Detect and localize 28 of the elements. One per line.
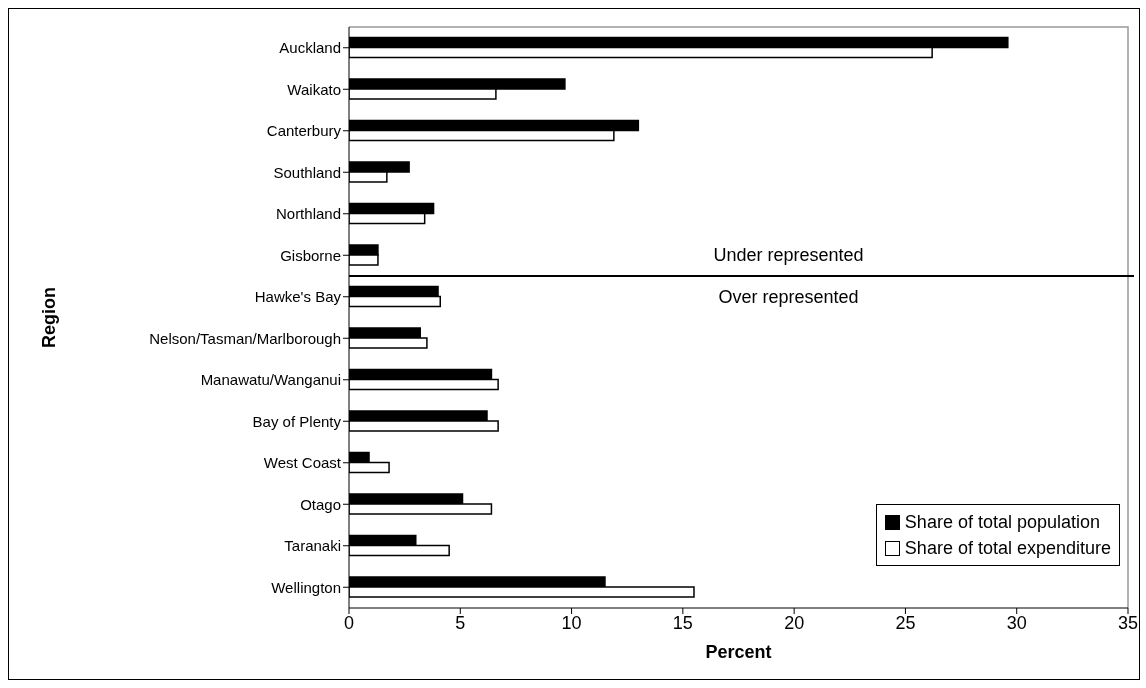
- legend-label: Share of total expenditure: [904, 537, 1111, 560]
- x-tick-label: 20: [784, 612, 805, 633]
- y-tick-label: Otago: [300, 495, 341, 513]
- y-axis-title: Region: [39, 287, 60, 348]
- y-tick-label: Bay of Plenty: [252, 412, 342, 430]
- x-tick-label: 10: [561, 612, 582, 633]
- y-tick-label: Waikato: [287, 80, 341, 98]
- x-tick-label: 25: [895, 612, 916, 633]
- y-tick-label: Southland: [273, 163, 341, 181]
- y-tick-label: Auckland: [279, 39, 341, 57]
- annotation: Over represented: [718, 286, 859, 307]
- x-tick-label: 15: [672, 612, 693, 633]
- y-tick-label: West Coast: [263, 454, 342, 472]
- y-tick-label: Manawatu/Wanganui: [200, 371, 341, 389]
- y-tick-label: Gisborne: [280, 246, 341, 264]
- y-tick-label: Northland: [275, 205, 341, 223]
- y-tick-label: Hawke's Bay: [254, 288, 342, 306]
- y-tick-label: Canterbury: [266, 122, 342, 140]
- x-tick-label: 0: [343, 612, 355, 633]
- y-tick-label: Nelson/Tasman/Marlborough: [149, 329, 341, 347]
- x-tick-label: 35: [1117, 612, 1139, 633]
- y-tick-label: Taranaki: [284, 537, 341, 555]
- annotation: Under represented: [713, 245, 864, 266]
- y-tick-label: Wellington: [271, 578, 341, 596]
- x-axis-title: Percent: [705, 642, 772, 662]
- x-tick-label: 30: [1006, 612, 1027, 633]
- x-tick-label: 5: [455, 612, 466, 633]
- legend-label: Share of total population: [904, 511, 1101, 534]
